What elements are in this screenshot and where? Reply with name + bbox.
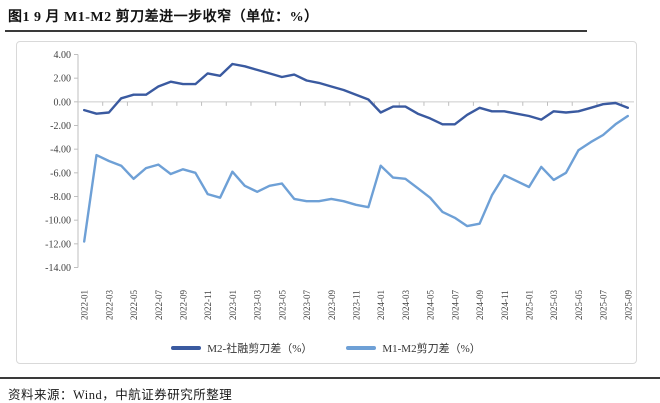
x-axis-label: 2022-07 bbox=[154, 290, 164, 320]
chart-legend: M2-社融剪刀差（%） M1-M2剪刀差（%） bbox=[16, 340, 636, 356]
x-axis-label: 2025-03 bbox=[549, 290, 559, 320]
x-axis-label: 2025-01 bbox=[524, 290, 534, 320]
y-axis-label: -14.00 bbox=[45, 263, 71, 274]
footer-divider bbox=[0, 377, 660, 379]
x-axis-label: 2022-05 bbox=[129, 290, 139, 320]
x-axis-label: 2023-09 bbox=[327, 290, 337, 320]
series-line-1 bbox=[82, 114, 629, 243]
legend-item-m1-m2[interactable]: M1-M2剪刀差（%） bbox=[346, 340, 481, 356]
legend-swatch-light-blue bbox=[346, 346, 377, 350]
series-line-0 bbox=[82, 62, 629, 126]
x-axis-label: 2022-09 bbox=[179, 290, 189, 320]
y-axis-label: -2.00 bbox=[50, 121, 71, 132]
legend-swatch-dark-blue bbox=[171, 346, 202, 350]
source-note: 资料来源：Wind，中航证券研究所整理 bbox=[8, 388, 233, 402]
x-axis-label: 2024-03 bbox=[401, 290, 411, 320]
legend-label: M1-M2剪刀差（%） bbox=[382, 343, 481, 355]
x-axis-label: 2022-01 bbox=[80, 290, 90, 320]
x-axis-label: 2024-07 bbox=[450, 290, 460, 320]
x-axis-label: 2023-11 bbox=[352, 290, 362, 320]
figure-title: 图1 9 月 M1-M2 剪刀差进一步收窄（单位：%） bbox=[8, 10, 319, 25]
x-axis-label: 2025-07 bbox=[599, 290, 609, 320]
y-axis-label: -12.00 bbox=[45, 239, 71, 250]
x-axis-label: 2023-07 bbox=[302, 290, 312, 320]
y-axis-label: -4.00 bbox=[50, 145, 71, 156]
y-axis-label: 2.00 bbox=[54, 74, 72, 85]
legend-item-m2-shrong[interactable]: M2-社融剪刀差（%） bbox=[171, 340, 312, 356]
y-axis-label: 0.00 bbox=[54, 97, 72, 108]
x-axis-label: 2022-03 bbox=[104, 290, 114, 320]
y-axis-label: 4.00 bbox=[54, 50, 72, 61]
y-axis-label: -8.00 bbox=[50, 192, 71, 203]
chart-card bbox=[16, 41, 637, 364]
x-axis-label: 2024-05 bbox=[426, 290, 436, 320]
x-axis-label: 2024-11 bbox=[500, 290, 510, 320]
y-axis-label: -10.00 bbox=[45, 216, 71, 227]
x-axis-label: 2023-03 bbox=[253, 290, 263, 320]
x-axis-label: 2022-11 bbox=[203, 290, 213, 320]
x-axis-label: 2025-09 bbox=[623, 290, 633, 320]
title-divider bbox=[5, 30, 587, 32]
x-axis-label: 2024-01 bbox=[376, 290, 386, 320]
y-axis-label: -6.00 bbox=[50, 168, 71, 179]
chart-canvas: 4.00 2.00 0.00 -2.00 -4.00 -6.00 -8.00 -10.00 -1… bbox=[45, 50, 634, 320]
x-axis-label: 2023-05 bbox=[277, 290, 287, 320]
legend-label: M2-社融剪刀差（%） bbox=[207, 343, 313, 355]
x-axis-label: 2024-09 bbox=[475, 290, 485, 320]
x-axis-label: 2025-05 bbox=[574, 290, 584, 320]
x-axis-label: 2023-01 bbox=[228, 290, 238, 320]
